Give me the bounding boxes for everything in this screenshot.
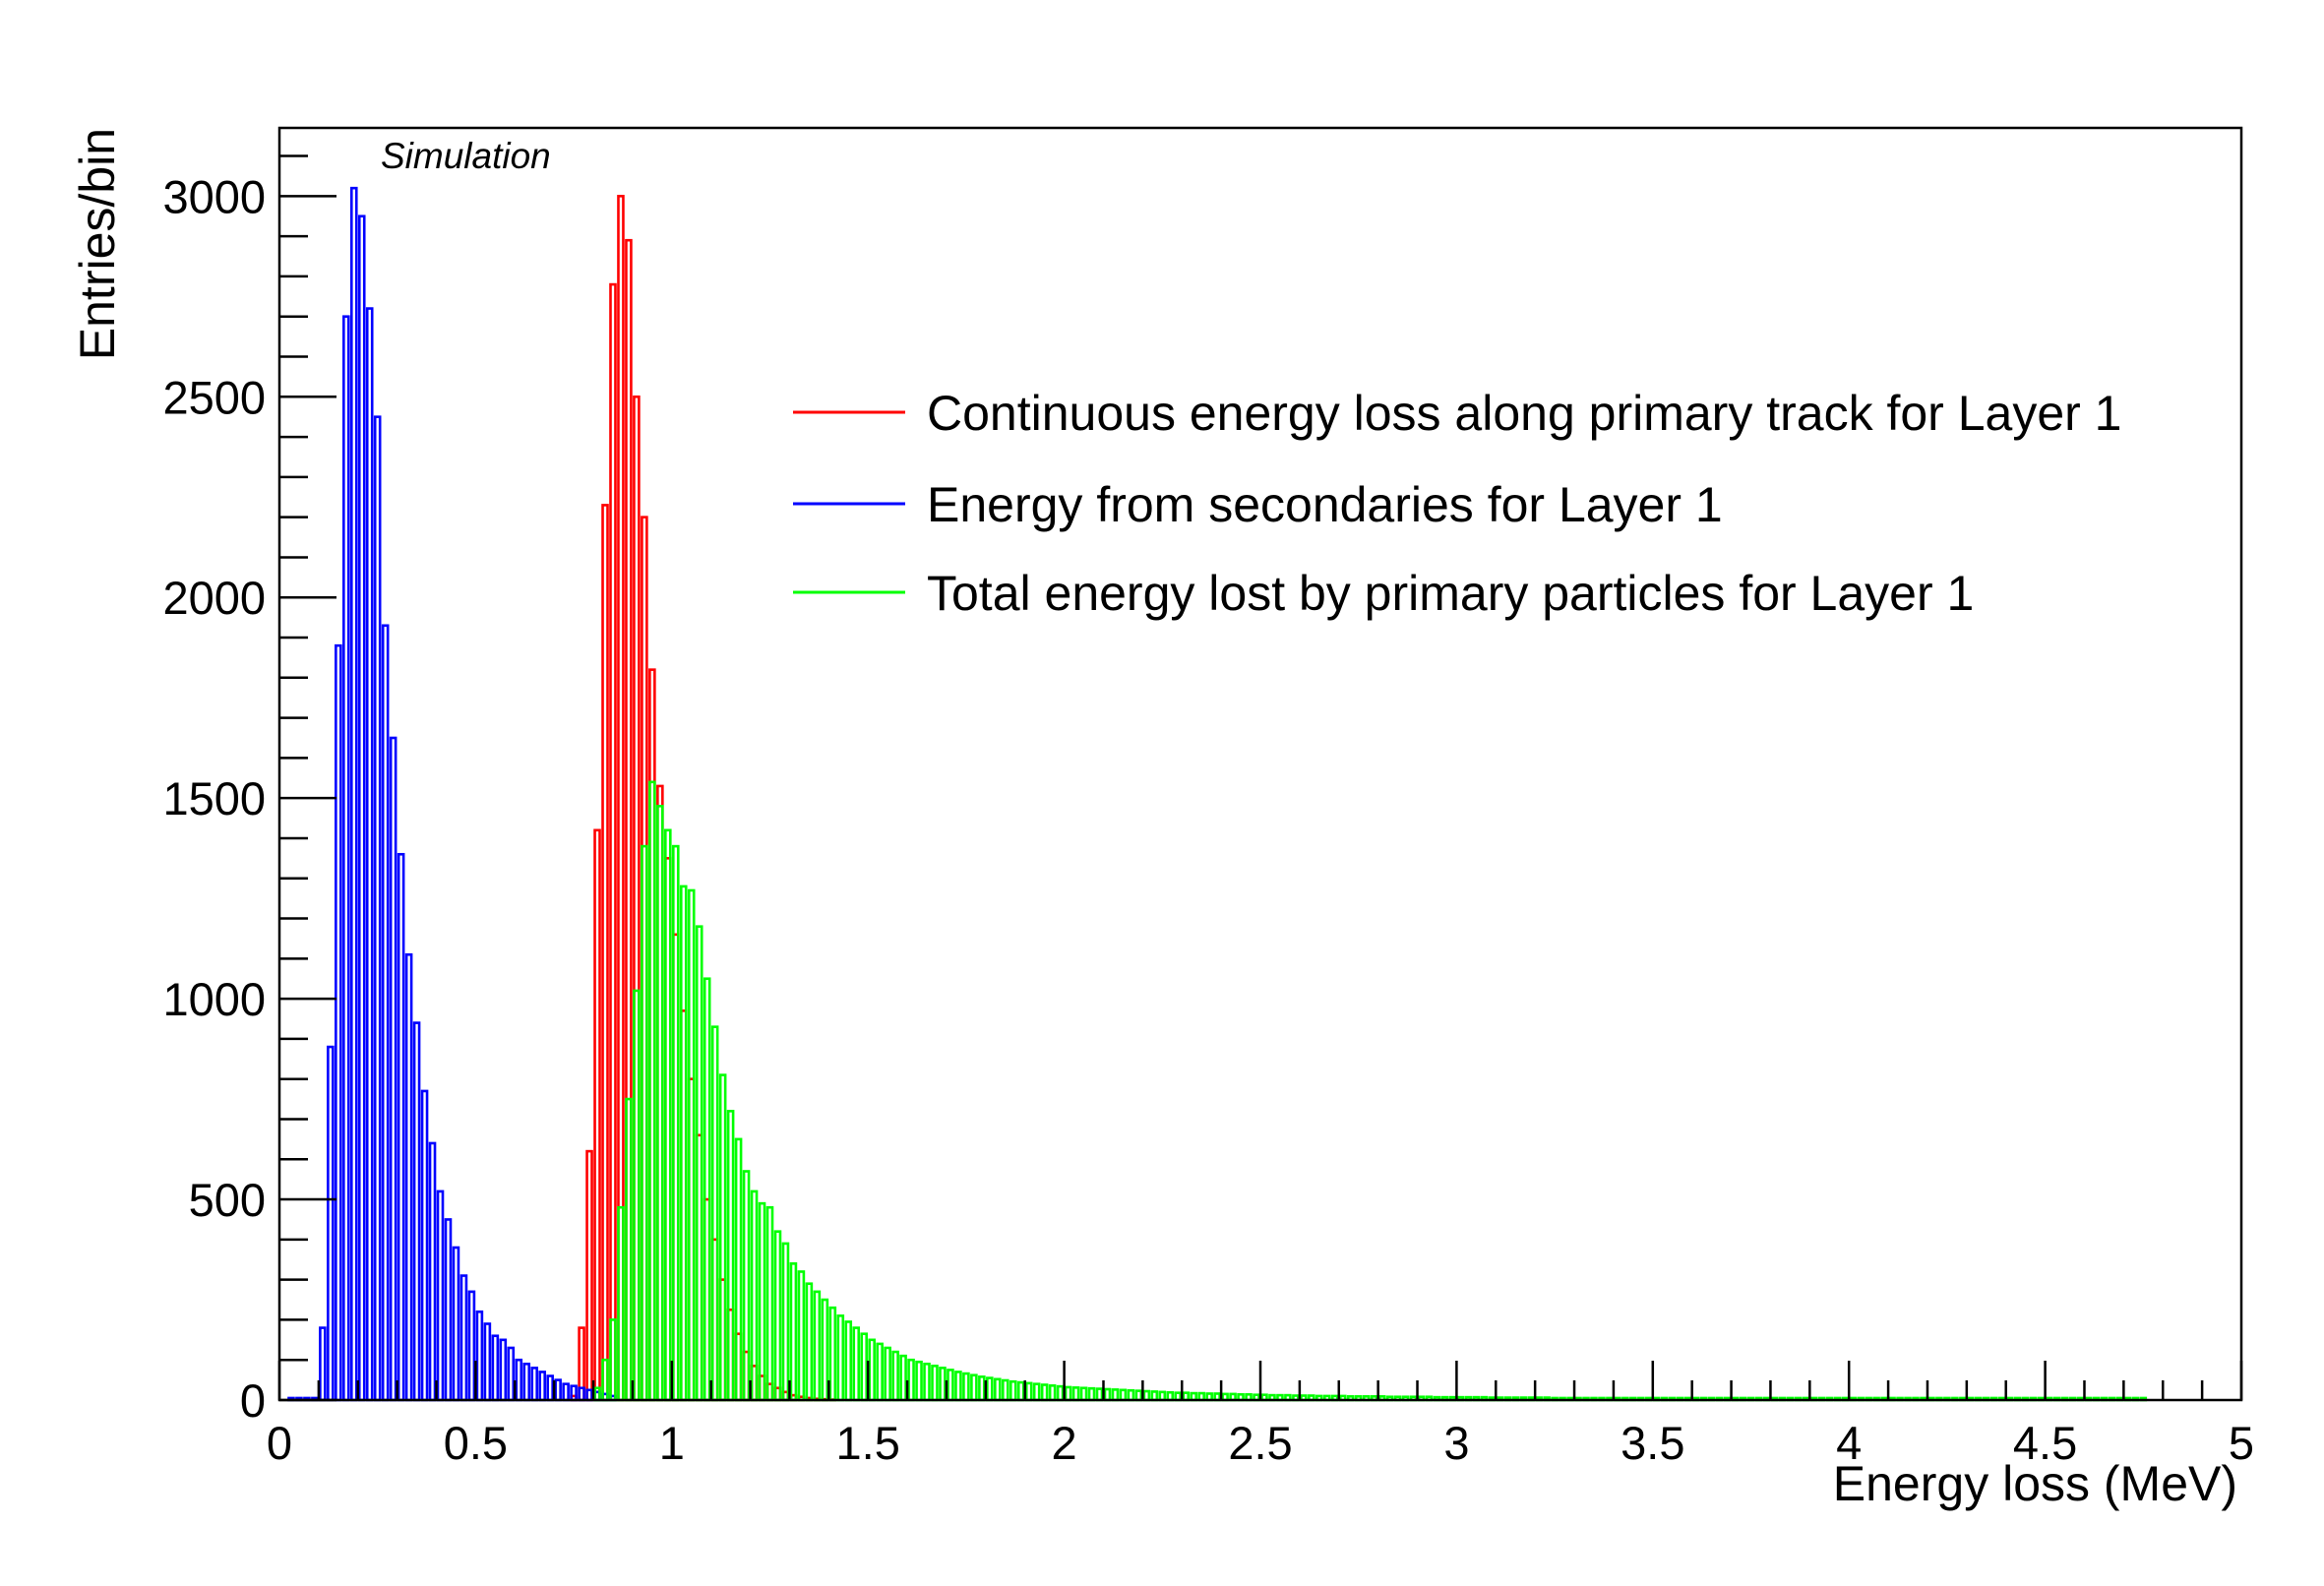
- x-tick-label: 0.5: [444, 1417, 508, 1469]
- y-tick-label: 1000: [162, 973, 266, 1025]
- simulation-label: Simulation: [381, 136, 551, 176]
- y-tick-label: 1500: [162, 772, 266, 824]
- y-tick-label: 500: [189, 1174, 266, 1226]
- x-tick-label: 0: [267, 1417, 292, 1469]
- legend-label-total: Total energy lost by primary particles f…: [927, 566, 1974, 621]
- x-tick-label: 1: [659, 1417, 685, 1469]
- x-tick-label: 3: [1443, 1417, 1469, 1469]
- legend: Continuous energy loss along primary tra…: [793, 386, 2121, 621]
- axes: 0 0.5 1 1.5 2 2.5 3 3.5 4 4.5 5 0 500 1000 1500 2000 250…: [162, 154, 2254, 1469]
- legend-label-continuous: Continuous energy loss along primary tra…: [927, 386, 2121, 441]
- y-tick-label: 3000: [162, 170, 266, 222]
- x-tick-label: 5: [2229, 1417, 2254, 1469]
- x-tick-label: 4: [1836, 1417, 1862, 1469]
- x-tick-label: 1.5: [836, 1417, 900, 1469]
- y-tick-label: 2000: [162, 572, 266, 624]
- x-tick-label: 2.5: [1228, 1417, 1292, 1469]
- x-tick-label: 4.5: [2013, 1417, 2077, 1469]
- x-tick-label: 2: [1052, 1417, 1077, 1469]
- x-tick-label: 3.5: [1621, 1417, 1684, 1469]
- x-axis-title: Energy loss (MeV): [1833, 1456, 2237, 1511]
- y-axis-title: Entries/bin: [70, 128, 125, 360]
- y-tick-label: 2500: [162, 371, 266, 423]
- legend-label-secondaries: Energy from secondaries for Layer 1: [927, 477, 1723, 532]
- y-tick-label: 0: [240, 1374, 266, 1427]
